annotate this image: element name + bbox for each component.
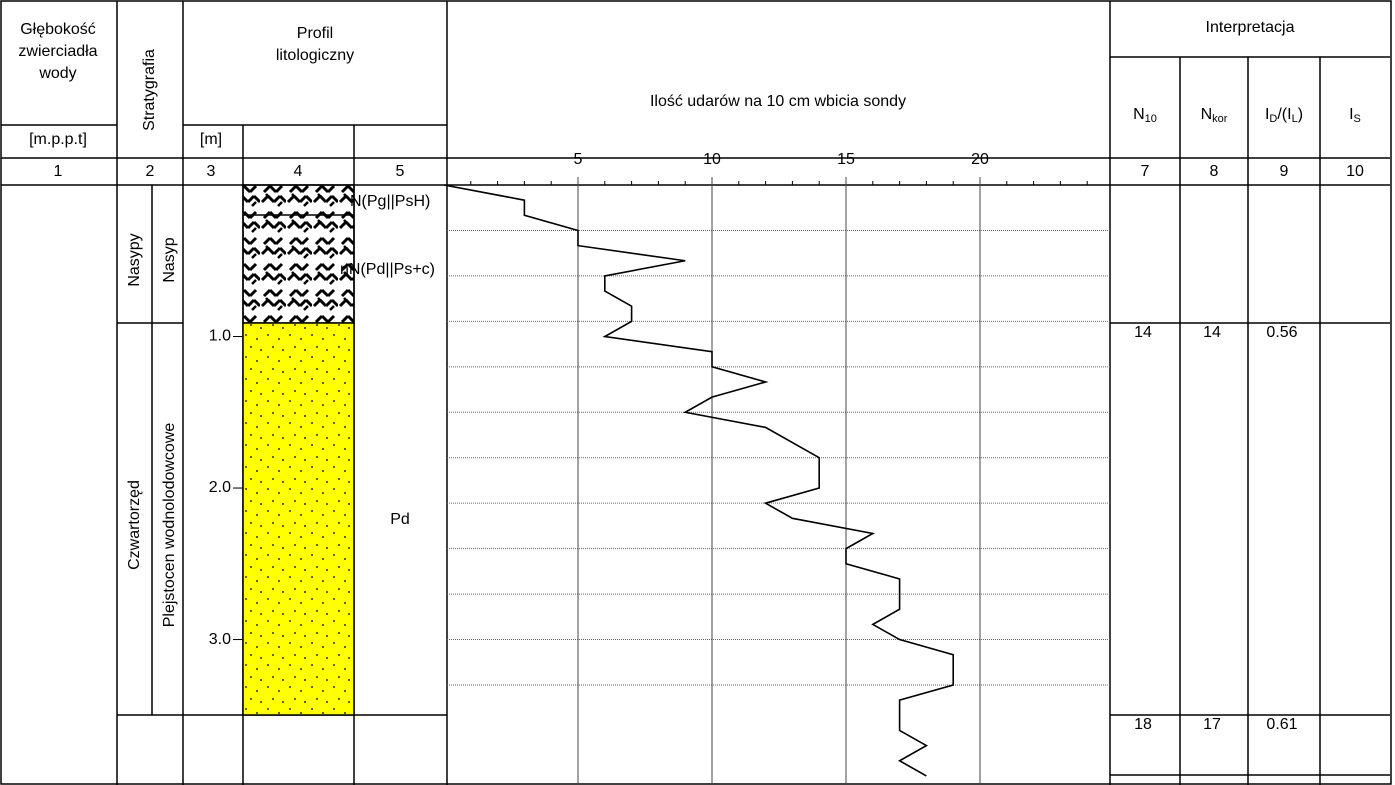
column-number: 7: [1141, 163, 1150, 180]
text: zwierciadła: [18, 43, 97, 60]
sand-fill: [243, 323, 354, 715]
interpretation-value: 0.56: [1266, 324, 1297, 341]
x-tick-label: 15: [837, 151, 855, 168]
column-number: 2: [146, 163, 155, 180]
interpretation-value: 17: [1203, 716, 1221, 733]
text: 10: [1145, 113, 1157, 125]
page: Głębokość zwierciadła wody [m.p.p.t] Strat…: [0, 0, 1395, 785]
interpretation-value: 0.61: [1266, 716, 1297, 733]
header: Głębokość zwierciadła wody: [18, 21, 97, 82]
column-number: 8: [1210, 163, 1219, 180]
header: Stratygrafia: [141, 49, 158, 131]
x-tick-label: 5: [574, 151, 583, 168]
text: S: [1354, 113, 1361, 125]
column-number: 1: [54, 163, 63, 180]
text: kor: [1212, 113, 1228, 125]
x-tick-label: 20: [971, 151, 989, 168]
text: Profil: [297, 25, 333, 42]
unit: [m]: [200, 131, 222, 148]
column-number: 3: [207, 163, 216, 180]
header: Profil litologiczny: [276, 25, 354, 64]
interpretation-value: 18: [1134, 716, 1152, 733]
interpretation-value: 14: [1203, 324, 1221, 341]
y-tick-label: 1.0: [209, 328, 231, 345]
interpretation-value: 14: [1134, 324, 1152, 341]
stratigraphy: Nasyp: [161, 237, 178, 282]
column-number: 5: [396, 163, 405, 180]
sounding-line: [444, 185, 953, 776]
text: D: [1269, 113, 1277, 125]
column-number: 4: [294, 163, 303, 180]
lithology-label: nN(Pd||Ps+c): [340, 261, 435, 278]
column-number: 10: [1346, 163, 1364, 180]
chart-title: Ilość udarów na 10 cm wbicia sondy: [650, 93, 906, 110]
table-lines: [1, 1, 1391, 785]
header: ID/(IL): [1265, 106, 1303, 125]
header: N10: [1133, 106, 1157, 125]
text: wody: [38, 65, 76, 82]
text: /(I: [1277, 106, 1291, 123]
y-tick-label: 2.0: [209, 479, 231, 496]
lithology-label: Pd: [390, 511, 410, 528]
lithology-label: N(Pg||PsH): [350, 193, 430, 210]
log-sheet: Głębokość zwierciadła wody [m.p.p.t] Strat…: [0, 0, 1395, 785]
stratigraphy: Nasypy: [126, 233, 143, 286]
fill-hatch: [243, 185, 354, 323]
text: litologiczny: [276, 47, 354, 64]
text: ): [1298, 106, 1303, 123]
unit: [m.p.p.t]: [29, 131, 87, 148]
x-tick-label: 10: [703, 151, 721, 168]
text: Głębokość: [20, 21, 96, 38]
stratigraphy: Czwartorzęd: [126, 480, 143, 570]
y-tick-label: 3.0: [209, 631, 231, 648]
text: N: [1201, 106, 1213, 123]
header: IS: [1349, 106, 1361, 125]
stratigraphy: Plejstocen wodnolodowcowe: [161, 423, 178, 628]
column-number: 9: [1280, 163, 1289, 180]
text: N: [1133, 106, 1145, 123]
header: Nkor: [1201, 106, 1228, 125]
header: Interpretacja: [1206, 19, 1295, 36]
